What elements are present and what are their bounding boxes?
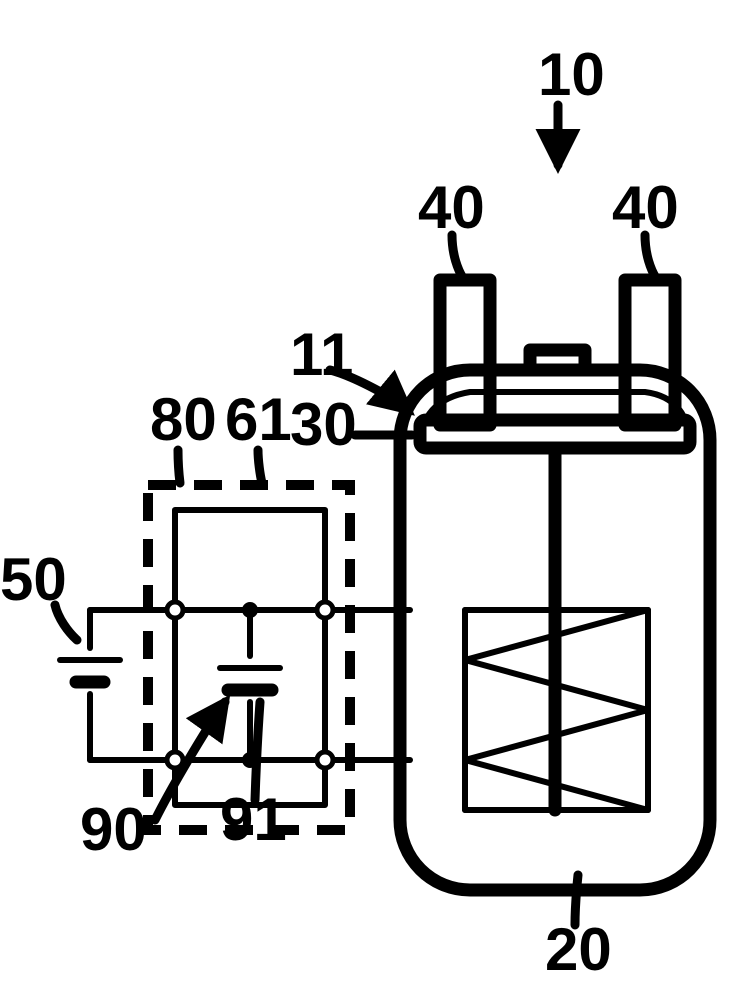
label-50: 50	[0, 546, 67, 613]
leader-80	[178, 450, 180, 483]
battery-50	[60, 660, 120, 682]
label-40a: 40	[418, 174, 485, 241]
leader-40b	[645, 235, 656, 278]
label-20: 20	[545, 916, 612, 983]
labels: 10 40 40 11 80 61 30 50 90 91 20	[0, 41, 679, 983]
leader-40a	[452, 235, 463, 278]
cylinder-right	[625, 280, 675, 425]
label-90: 90	[80, 796, 147, 863]
label-30: 30	[290, 391, 357, 458]
label-10: 10	[538, 41, 605, 108]
label-91: 91	[220, 786, 287, 853]
label-11: 11	[290, 321, 353, 388]
patent-figure: 10 40 40 11 80 61 30 50 90 91 20	[0, 0, 734, 1000]
cylinder-left	[440, 280, 490, 425]
capacitor-91	[220, 668, 280, 690]
label-40b: 40	[612, 174, 679, 241]
leader-61	[258, 450, 262, 483]
label-80: 80	[150, 386, 217, 453]
label-61: 61	[225, 386, 292, 453]
